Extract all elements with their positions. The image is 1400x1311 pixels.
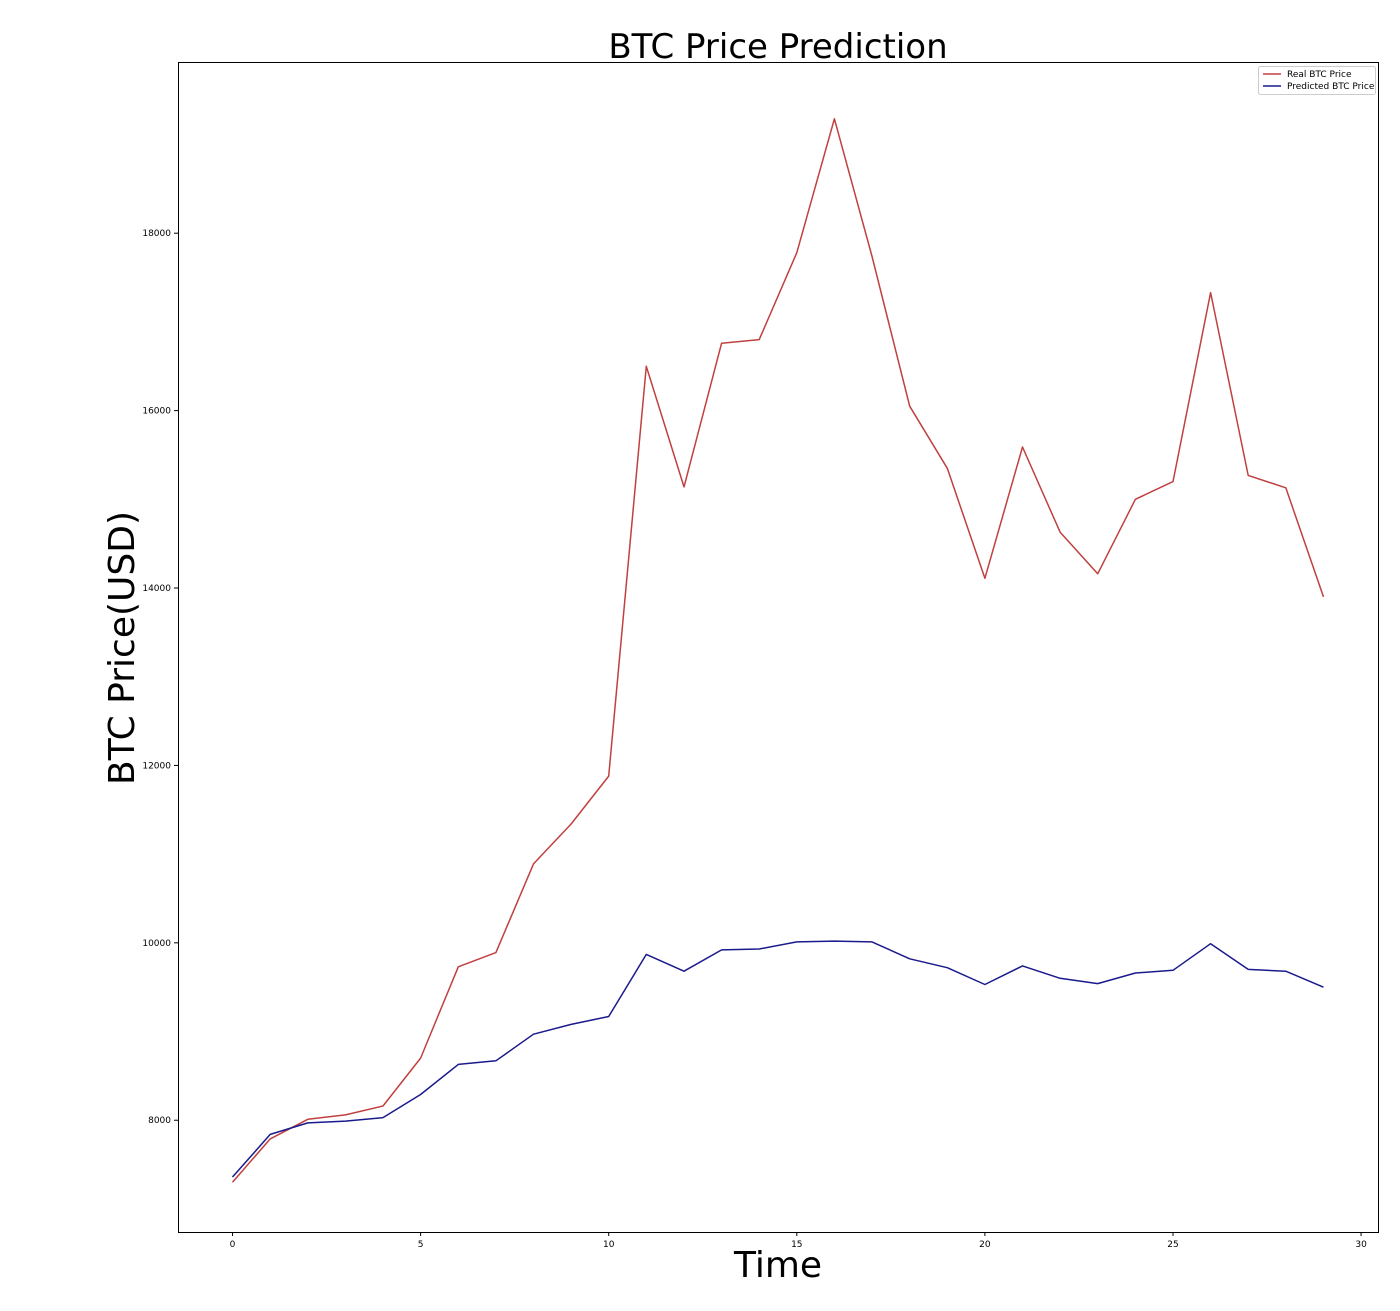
y-tick-label: 14000 — [142, 584, 171, 594]
plot-frame — [178, 62, 1379, 1233]
x-axis-ticks: 0 5 10 15 20 25 30 — [230, 1232, 1367, 1250]
chart-title: BTC Price Prediction — [608, 27, 947, 67]
x-tick-label: 5 — [418, 1240, 424, 1250]
y-tick-label: 8000 — [148, 1116, 171, 1126]
x-axis-label: Time — [733, 1245, 822, 1286]
legend-box — [1258, 66, 1376, 95]
y-tick-label: 10000 — [142, 939, 171, 949]
x-tick-label: 0 — [230, 1240, 236, 1250]
series-line-predicted-btc-price — [231, 940, 1324, 1178]
x-tick-label: 25 — [1167, 1240, 1178, 1250]
legend: Real BTC Price Predicted BTC Price — [1258, 66, 1376, 95]
y-tick-label: 12000 — [142, 761, 171, 771]
y-tick-label: 18000 — [142, 229, 171, 239]
legend-label-real: Real BTC Price — [1287, 70, 1352, 80]
y-axis-label: BTC Price(USD) — [102, 511, 143, 785]
x-tick-label: 10 — [603, 1240, 615, 1250]
x-tick-label: 20 — [979, 1240, 991, 1250]
x-tick-label: 15 — [791, 1240, 802, 1250]
series-layer — [231, 118, 1325, 1183]
series-line-real-btc-price — [231, 118, 1325, 1183]
legend-label-predicted: Predicted BTC Price — [1287, 82, 1375, 92]
y-axis-ticks: 8000 10000 12000 14000 16000 18000 — [142, 229, 178, 1126]
y-tick-label: 16000 — [142, 407, 171, 417]
x-tick-label: 30 — [1355, 1240, 1367, 1250]
